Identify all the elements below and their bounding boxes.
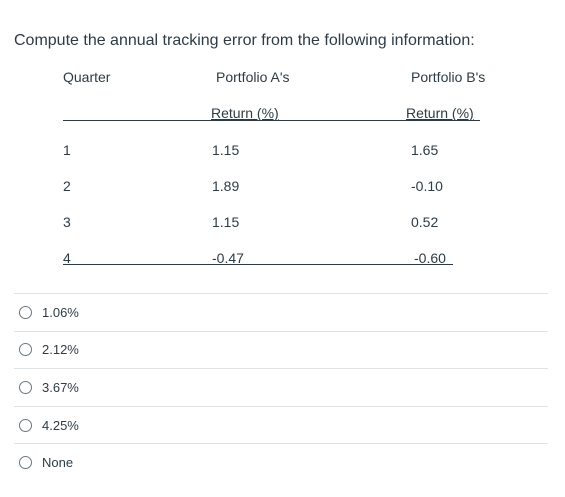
header-return-a: Return (%) bbox=[211, 105, 279, 121]
answer-options: 1.06% 2.12% 3.67% 4.25% None bbox=[14, 293, 548, 481]
row-1-quarter: 1 bbox=[63, 142, 71, 158]
answer-label: 4.25% bbox=[42, 417, 79, 433]
answer-option-2[interactable]: 2.12% bbox=[14, 330, 548, 369]
header-portfolio-b: Portfolio B's bbox=[411, 69, 486, 85]
answer-label: 1.06% bbox=[42, 304, 79, 320]
radio-button-icon[interactable] bbox=[19, 343, 32, 357]
answer-label: 3.67% bbox=[42, 379, 79, 395]
row-4-quarter: 4 bbox=[63, 250, 71, 266]
row-3-quarter: 3 bbox=[63, 214, 71, 230]
answer-label: 2.12% bbox=[42, 342, 79, 358]
row-4-return-b: -0.60 bbox=[414, 250, 446, 266]
row-4-return-a: -0.47 bbox=[212, 250, 244, 266]
row-3-return-b: 0.52 bbox=[411, 214, 439, 230]
row-3-return-a: 1.15 bbox=[212, 214, 240, 230]
radio-button-icon[interactable] bbox=[19, 456, 32, 470]
header-return-b: Return (%) bbox=[406, 105, 474, 121]
row-2-return-a: 1.89 bbox=[212, 178, 240, 194]
header-divider bbox=[63, 120, 480, 121]
answer-option-3[interactable]: 3.67% bbox=[14, 368, 548, 406]
question-prompt: Compute the annual tracking error from t… bbox=[14, 32, 475, 49]
answer-label: None bbox=[42, 455, 74, 471]
answer-option-4[interactable]: 4.25% bbox=[14, 405, 548, 444]
answer-option-5[interactable]: None bbox=[14, 443, 548, 481]
row-2-quarter: 2 bbox=[63, 178, 71, 194]
footer-divider bbox=[63, 264, 453, 265]
row-2-return-b: -0.10 bbox=[411, 178, 443, 194]
header-quarter: Quarter bbox=[63, 69, 111, 85]
header-portfolio-a: Portfolio A's bbox=[216, 69, 290, 85]
row-1-return-b: 1.65 bbox=[411, 142, 439, 158]
radio-button-icon[interactable] bbox=[19, 418, 32, 432]
row-1-return-a: 1.15 bbox=[212, 142, 240, 158]
radio-button-icon[interactable] bbox=[19, 380, 32, 394]
radio-button-icon[interactable] bbox=[19, 305, 32, 319]
answer-option-1[interactable]: 1.06% bbox=[14, 293, 548, 331]
